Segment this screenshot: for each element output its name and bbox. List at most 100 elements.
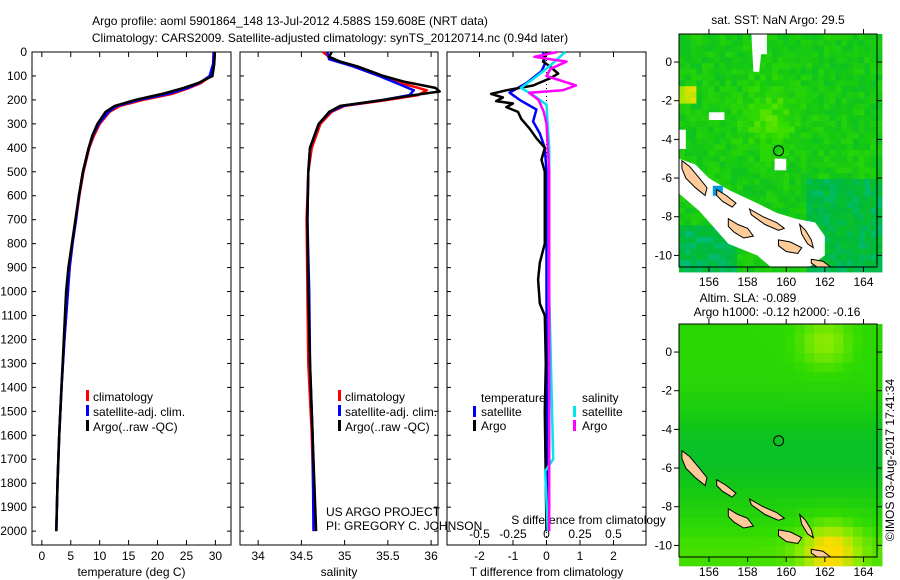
sla-cell bbox=[804, 507, 815, 518]
legend-swatch-argo bbox=[86, 420, 89, 431]
sst-cell bbox=[841, 202, 848, 209]
sst-cell bbox=[696, 126, 703, 134]
sla-cell bbox=[785, 430, 796, 441]
sla-cell bbox=[804, 459, 815, 470]
sst-cell bbox=[864, 68, 871, 76]
sst-cell bbox=[852, 266, 860, 273]
sst-cell bbox=[777, 45, 784, 52]
sla-cell bbox=[727, 546, 738, 557]
sst-cell bbox=[841, 115, 848, 122]
sla-cell bbox=[814, 536, 825, 547]
sst-cell bbox=[684, 254, 692, 261]
sst-cell bbox=[870, 86, 877, 93]
sst-cell bbox=[783, 179, 790, 186]
series-line-climatology bbox=[305, 51, 429, 532]
sst-cell bbox=[702, 155, 709, 163]
sla-cell bbox=[679, 430, 690, 441]
sst-cell bbox=[684, 242, 692, 250]
sst-cell bbox=[858, 144, 865, 151]
sst-cell bbox=[690, 237, 697, 244]
sst-cell bbox=[835, 121, 842, 128]
sst-cell bbox=[876, 219, 883, 226]
sst-cell bbox=[806, 202, 813, 209]
sst-cell bbox=[765, 74, 773, 81]
y-tick-label: 1000 bbox=[0, 285, 27, 299]
sst-cell bbox=[777, 74, 784, 81]
sst-cell bbox=[679, 74, 686, 81]
sst-cell bbox=[870, 219, 877, 226]
sst-cell bbox=[684, 97, 692, 105]
sst-cell bbox=[690, 39, 697, 47]
sla-cell bbox=[737, 420, 748, 431]
sla-cell bbox=[679, 362, 690, 373]
sst-cell bbox=[742, 51, 750, 58]
sst-cell bbox=[690, 63, 697, 70]
sla-cell bbox=[785, 469, 796, 480]
sst-cell bbox=[696, 39, 703, 47]
sst-cell bbox=[789, 144, 796, 151]
sst-cell bbox=[847, 225, 854, 232]
sst-cell bbox=[818, 132, 825, 139]
sst-cell bbox=[731, 74, 738, 81]
sla-cell bbox=[698, 527, 709, 538]
sst-cell bbox=[771, 86, 779, 93]
sst-cell bbox=[742, 150, 750, 157]
sla-cell bbox=[737, 333, 748, 344]
sst-cell bbox=[852, 231, 860, 238]
sst-cell bbox=[852, 190, 860, 197]
sst-cell bbox=[789, 97, 796, 105]
sst-cell bbox=[684, 126, 692, 134]
sst-cell bbox=[823, 86, 831, 93]
sla-cell bbox=[862, 507, 873, 518]
sst-cell bbox=[870, 231, 877, 238]
sst-cell bbox=[765, 132, 773, 139]
sst-cell bbox=[847, 34, 854, 41]
sla-cell bbox=[823, 527, 835, 538]
sst-cell bbox=[841, 63, 848, 70]
sla-cell bbox=[785, 333, 796, 344]
sst-cell bbox=[823, 184, 831, 192]
sst-cell bbox=[684, 237, 692, 244]
sst-cell bbox=[800, 39, 808, 47]
sla-cell bbox=[698, 440, 709, 451]
sla-cell bbox=[756, 362, 767, 373]
sla-cell bbox=[785, 546, 796, 557]
sla-cell bbox=[814, 440, 825, 451]
sla-cell bbox=[708, 382, 719, 393]
sst-cell bbox=[696, 121, 703, 128]
sst-cell bbox=[679, 242, 686, 250]
sst-cell bbox=[870, 248, 877, 255]
lat-tick-label: 0 bbox=[665, 55, 672, 69]
sla-cell bbox=[708, 546, 719, 557]
sst-cell bbox=[731, 51, 738, 58]
sla-cell bbox=[843, 517, 854, 528]
sst-cell bbox=[789, 213, 796, 221]
sst-cell bbox=[777, 63, 784, 70]
sla-cell bbox=[756, 401, 767, 412]
sst-cell bbox=[684, 155, 692, 163]
sst-cell bbox=[800, 184, 808, 192]
sst-cell bbox=[708, 80, 715, 87]
sst-cell bbox=[823, 68, 831, 76]
sst-cell bbox=[696, 103, 703, 110]
sst-cell bbox=[876, 109, 883, 116]
sst-cell bbox=[812, 74, 819, 81]
sst-cell bbox=[708, 92, 715, 99]
sst-cell bbox=[806, 34, 813, 41]
sst-cell bbox=[800, 34, 808, 41]
sla-cell bbox=[679, 469, 690, 480]
sla-cell bbox=[727, 401, 738, 412]
sst-cell bbox=[748, 266, 755, 273]
sst-cell bbox=[847, 231, 854, 238]
sst-cell bbox=[777, 51, 784, 58]
sla-cell bbox=[708, 517, 719, 528]
sst-cell bbox=[748, 86, 755, 93]
sst-cell bbox=[789, 68, 796, 76]
sst-cell bbox=[760, 179, 767, 186]
sst-cell bbox=[852, 97, 860, 105]
sla-cell bbox=[746, 420, 757, 431]
sla-cell bbox=[852, 507, 864, 518]
sla-cell bbox=[804, 324, 815, 335]
sla-cell bbox=[688, 527, 699, 538]
sla-cell bbox=[765, 420, 777, 431]
